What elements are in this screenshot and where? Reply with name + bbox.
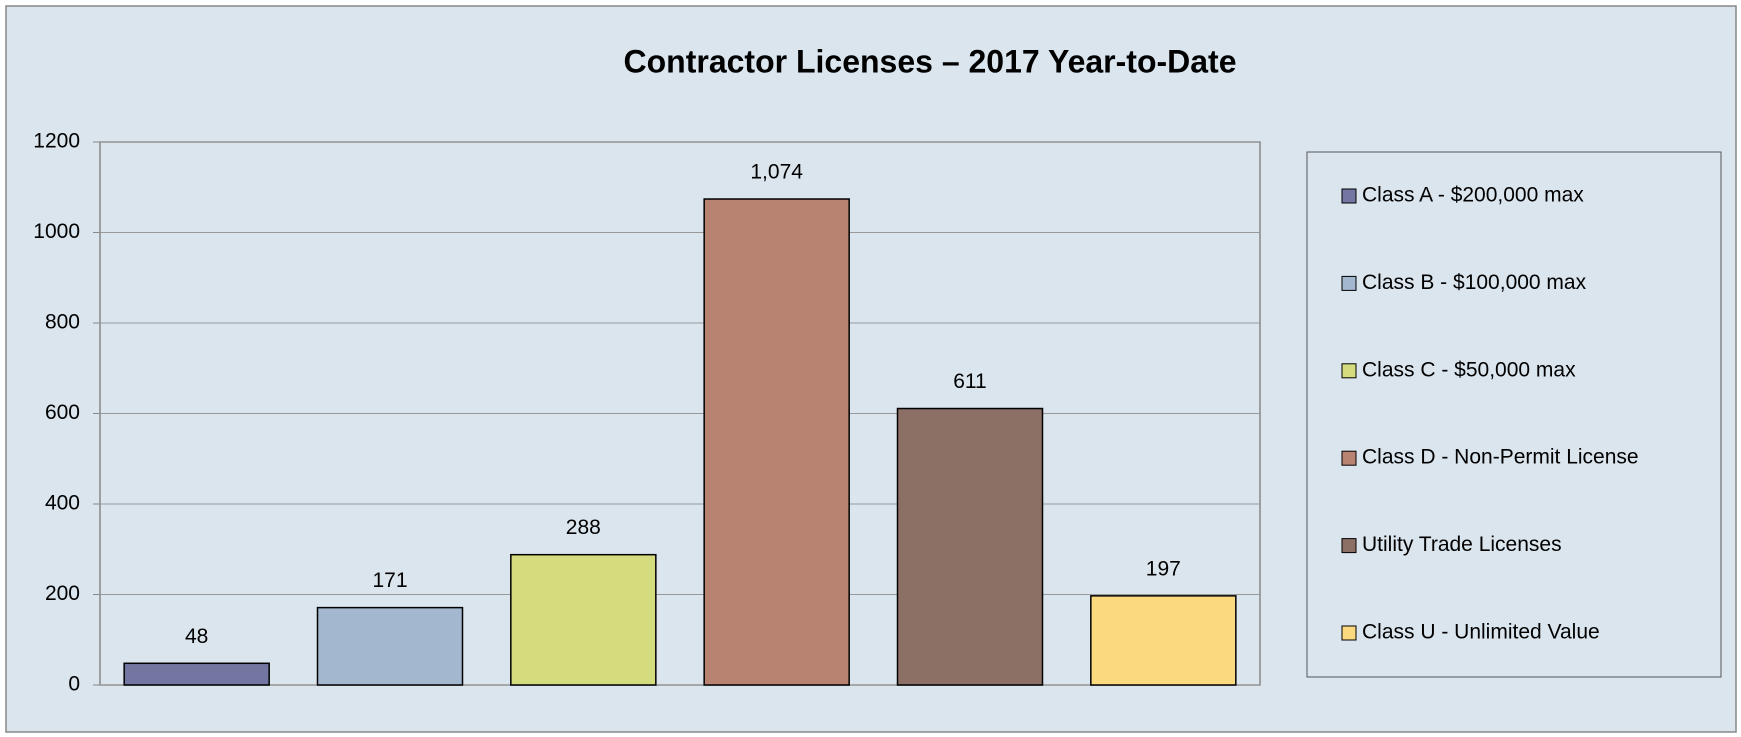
bar — [1090, 595, 1237, 686]
legend-swatch — [1341, 363, 1357, 379]
data-label: 197 — [1146, 557, 1181, 580]
y-tick-label: 800 — [45, 311, 80, 334]
bar — [703, 198, 850, 686]
legend-label: Class C - $50,000 max — [1362, 358, 1576, 381]
data-label: 611 — [953, 370, 986, 393]
bar — [316, 606, 464, 686]
y-tick-label: 1000 — [33, 220, 80, 243]
y-tick-label: 200 — [45, 582, 80, 605]
bar — [510, 553, 657, 686]
data-label: 1,074 — [750, 161, 803, 184]
data-label: 288 — [566, 516, 601, 539]
legend-label: Utility Trade Licenses — [1362, 533, 1562, 556]
chart-title: Contractor Licenses – 2017 Year-to-Date — [624, 43, 1237, 79]
legend-swatch — [1341, 188, 1357, 204]
y-tick-label: 1200 — [33, 130, 80, 153]
legend-label: Class A - $200,000 max — [1362, 184, 1584, 207]
bar — [896, 407, 1044, 686]
legend-swatch — [1341, 538, 1357, 554]
data-label: 171 — [372, 569, 407, 592]
legend-label: Class D - Non-Permit License — [1362, 446, 1639, 469]
legend-swatch — [1341, 450, 1357, 466]
y-tick-label: 0 — [68, 673, 80, 696]
legend-swatch — [1341, 625, 1357, 641]
legend-label: Class U - Unlimited Value — [1362, 621, 1600, 644]
data-label: 48 — [185, 625, 208, 648]
bar — [123, 662, 270, 686]
y-tick-label: 400 — [45, 492, 80, 515]
y-tick-label: 600 — [45, 401, 80, 424]
legend-label: Class B - $100,000 max — [1362, 271, 1587, 294]
legend-box — [1306, 151, 1722, 678]
legend-swatch — [1341, 275, 1357, 291]
